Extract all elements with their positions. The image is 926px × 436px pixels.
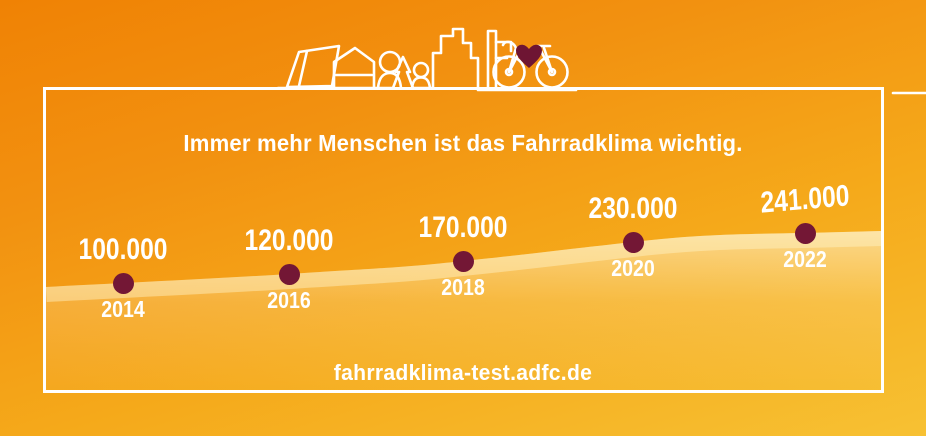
city-skyline-illustration	[276, 27, 926, 95]
tent-icon	[285, 44, 341, 89]
skyline-icon	[431, 27, 578, 92]
year-label: 2018	[441, 274, 485, 300]
house-icon	[332, 46, 376, 90]
value-label: 120.000	[244, 224, 334, 257]
data-point-marker	[113, 273, 134, 294]
year-label: 2014	[101, 296, 145, 322]
heart-icon	[516, 44, 542, 68]
value-label: 170.000	[418, 211, 508, 244]
page-title: Immer mehr Menschen ist das Fahrradklima…	[183, 130, 743, 156]
value-label: 100.000	[78, 233, 168, 266]
year-label: 2016	[267, 287, 311, 313]
tree-icon	[391, 55, 415, 90]
data-point-marker	[795, 223, 816, 244]
website-url: fahrradklima-test.adfc.de	[333, 360, 593, 385]
data-point-marker	[279, 264, 300, 285]
data-point-marker	[453, 251, 474, 272]
data-point-marker	[623, 232, 644, 253]
year-label: 2022	[783, 246, 827, 272]
year-label: 2020	[611, 255, 655, 281]
bicycle-icon	[492, 40, 569, 89]
value-label: 230.000	[588, 192, 678, 225]
